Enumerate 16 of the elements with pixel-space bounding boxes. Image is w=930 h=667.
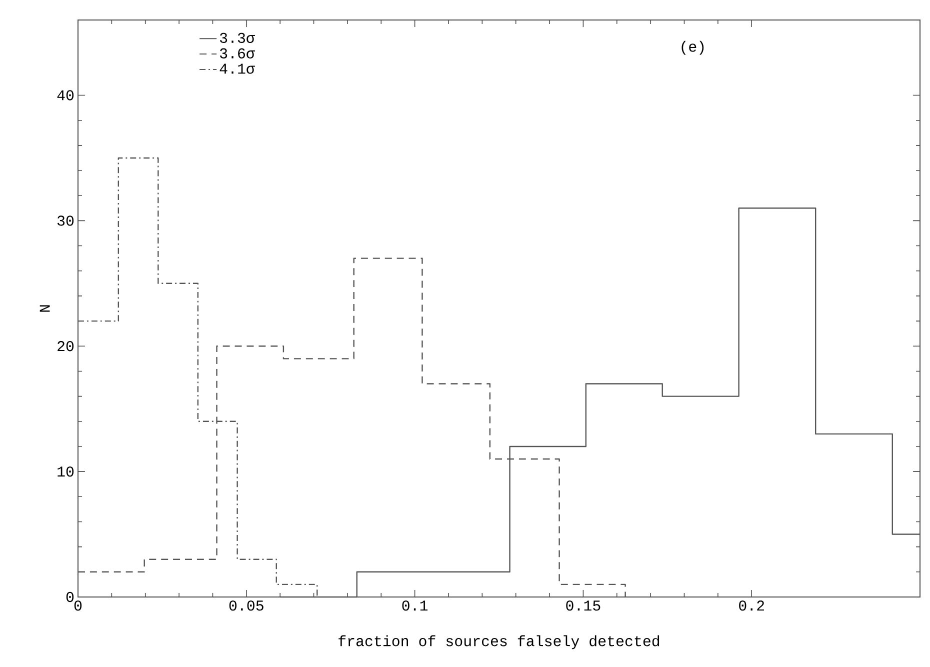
y-axis-title: N <box>40 305 50 312</box>
x-axis-title: fraction of sources falsely detected <box>338 635 660 650</box>
x-tick-label: 0.1 <box>402 600 428 611</box>
legend-label: 4.1σ <box>220 64 255 74</box>
y-tick-label: 40 <box>57 90 74 100</box>
text: (e) <box>682 40 704 55</box>
x-tick-label: 0.15 <box>566 600 600 611</box>
x-tick-label: 0.2 <box>739 600 764 611</box>
y-tick-label: 0 <box>66 592 74 602</box>
legend-label: 3.6σ <box>220 48 255 58</box>
x-tick-label: 0 <box>74 600 82 611</box>
x-tick-label: 0.05 <box>229 600 264 611</box>
legend-label: 3.3σ <box>220 32 255 43</box>
y-tick-label: 30 <box>57 216 74 226</box>
y-tick-label: 10 <box>58 466 74 477</box>
y-tick-label: 20 <box>58 341 74 352</box>
